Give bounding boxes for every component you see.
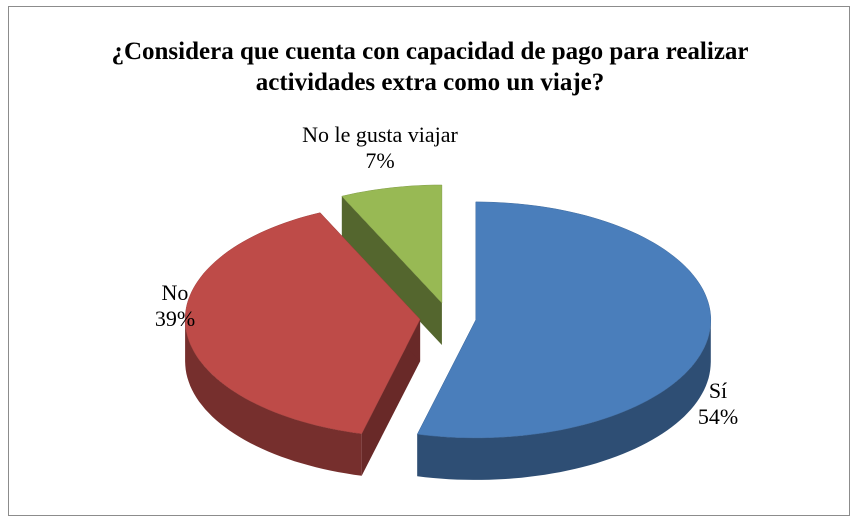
value-label: 39% xyxy=(154,306,196,331)
chart-frame xyxy=(8,6,850,516)
slice-wall xyxy=(185,319,362,476)
slice-wall xyxy=(417,319,711,480)
category-label: No le gusta viajar xyxy=(302,122,458,147)
slice-side xyxy=(361,319,421,476)
value-label: 7% xyxy=(365,148,395,173)
slice xyxy=(416,201,712,439)
slice-side xyxy=(341,196,442,345)
value-label: 54% xyxy=(697,404,739,429)
category-label: No xyxy=(161,280,189,305)
data-label: No le gusta viajar 7% xyxy=(300,122,460,174)
chart-title: ¿Considera que cuenta con capacidad de p… xyxy=(111,38,749,96)
slice xyxy=(341,184,443,304)
slice xyxy=(184,212,421,434)
data-label: Sí 54% xyxy=(668,378,768,430)
data-label: No 39% xyxy=(135,280,215,332)
category-label: Sí xyxy=(708,378,728,403)
